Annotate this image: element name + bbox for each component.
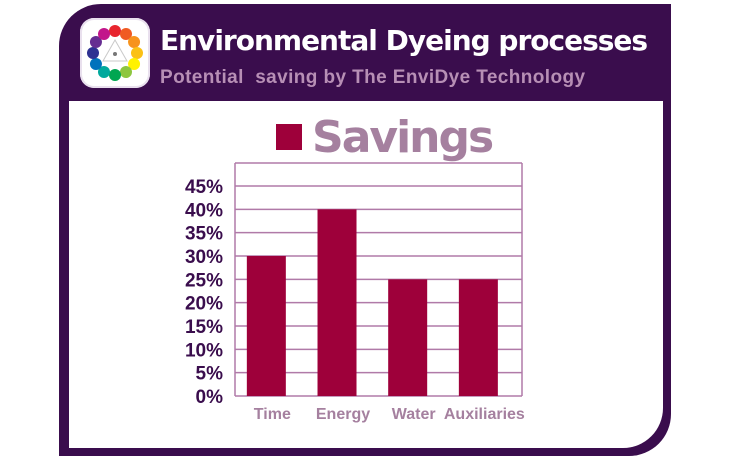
color-wheel-icon: [87, 25, 143, 81]
y-tick-label: 35%: [185, 224, 223, 245]
legend: Savings: [276, 112, 495, 163]
y-tick-label: 30%: [185, 247, 223, 268]
y-tick-label: 40%: [185, 200, 223, 221]
legend-swatch-savings: [276, 124, 302, 150]
y-tick-label: 45%: [185, 177, 223, 198]
y-tick-label: 5%: [196, 364, 224, 385]
y-tick-labels: 0%5% 10%15%20% 25%30%35% 40%45%: [185, 177, 223, 408]
y-tick-label: 25%: [185, 270, 223, 291]
bar-auxiliaries: [458, 279, 498, 396]
chart-panel: [69, 101, 663, 448]
y-tick-label: 15%: [185, 317, 223, 338]
y-tick-label: 10%: [185, 340, 223, 361]
page-subtitle: Potential saving by The EnviDye Technolo…: [160, 67, 586, 88]
bar-energy: [317, 209, 357, 396]
category-label-water: Water: [392, 406, 436, 423]
category-label-auxiliaries: Auxiliaries: [444, 406, 525, 423]
bar-water: [388, 279, 428, 396]
category-label-time: Time: [254, 406, 291, 423]
page-title: Environmental Dyeing processes: [160, 24, 648, 57]
logo: [80, 18, 150, 88]
y-tick-label: 0%: [196, 387, 224, 408]
legend-label-savings: Savings: [312, 112, 493, 163]
category-label-energy: Energy: [316, 406, 370, 423]
bars: [246, 209, 498, 396]
y-tick-label: 20%: [185, 294, 223, 315]
category-labels: Time Energy Water Auxiliaries: [254, 406, 525, 423]
bar-time: [246, 256, 286, 396]
